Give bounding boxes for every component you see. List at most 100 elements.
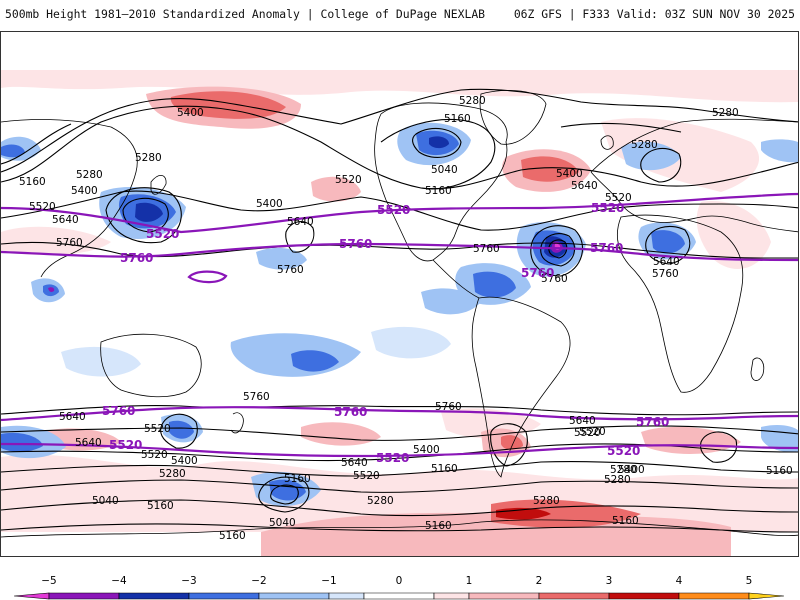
- highlight-label: 5520: [109, 438, 142, 452]
- contour-label: 5400: [71, 185, 98, 197]
- contour-5520-south: [1, 443, 798, 462]
- contour-north-africa-low: [645, 225, 691, 265]
- contour-label: 5160: [425, 520, 452, 532]
- north-africa-strong-negative: [651, 230, 685, 254]
- purple-5760-closed: [187, 270, 228, 284]
- colorbar-tick-label: −4: [111, 575, 127, 587]
- pacific-negative-cell: [256, 247, 307, 270]
- purple-5760-south: [1, 406, 798, 422]
- contour-label: 5040: [92, 495, 119, 507]
- north-atlantic-strong-positive: [521, 156, 579, 182]
- contour-label: 5640: [653, 256, 680, 268]
- contour-label: 5760: [541, 273, 568, 285]
- contour-label: 5400: [556, 168, 583, 180]
- anomaly-shading: [1, 70, 798, 556]
- uk-coast: [600, 135, 614, 150]
- contour-label: 5400: [177, 107, 204, 119]
- highlight-label: 5760: [120, 251, 153, 265]
- colorbar-bin: [48, 592, 120, 600]
- purple-5520-north: [1, 192, 798, 234]
- colorbar-tick-label: −2: [251, 575, 266, 587]
- contour-label: 5640: [52, 214, 79, 226]
- contour-label: 5280: [604, 474, 631, 486]
- highlight-label: 5520: [146, 227, 179, 241]
- contour-label: 5280: [159, 468, 186, 480]
- mideast-positive: [696, 201, 771, 269]
- positive-anomaly-band-north: [1, 70, 798, 103]
- highlight-label: 5760: [102, 404, 135, 418]
- asia-positive-cell: [1, 226, 111, 255]
- contour-label: 5160: [612, 515, 639, 527]
- siberia-negative-east: [761, 139, 798, 163]
- contour-label: 5280: [459, 95, 486, 107]
- contour-labels: 5400 5280 5160 5040 5280 5160 5280 5400 …: [19, 95, 793, 542]
- contour-5160-north: [1, 118, 682, 190]
- north-pacific-strong-positive: [170, 91, 286, 119]
- colorbar-bin: [188, 592, 260, 600]
- contour-label: 5160: [19, 176, 46, 188]
- contour-atlantic-low-inner: [548, 239, 568, 259]
- contour-label: 5280: [533, 495, 560, 507]
- colorbar-tick-label: 5: [746, 575, 753, 587]
- contour-label: 5640: [287, 216, 314, 228]
- contour-5400-north: [1, 105, 798, 190]
- contour-label: 5520: [605, 192, 632, 204]
- colorbar-tick-label: 0: [396, 575, 403, 587]
- south-america-coast: [471, 296, 571, 478]
- highlight-contours: [1, 192, 798, 458]
- contour-label: 5400: [256, 198, 283, 210]
- contour-label: 5280: [76, 169, 103, 181]
- highlight-label: 5760: [334, 405, 367, 419]
- tasman-strong-negative: [169, 420, 194, 439]
- highlight-label: 5520: [376, 451, 409, 465]
- central-america-coast: [432, 259, 480, 299]
- colorbar-bin: [118, 592, 190, 600]
- contour-label: 5160: [219, 530, 246, 542]
- africa-coast: [617, 214, 744, 393]
- highlight-label: 5760: [521, 266, 554, 280]
- highlight-label: 5520: [377, 203, 410, 217]
- contour-europe-trough: [640, 147, 682, 183]
- contour-label: 5760: [243, 391, 270, 403]
- south-america-strong-positive: [501, 435, 523, 450]
- contour-label: 5280: [135, 152, 162, 164]
- contour-label: 5640: [59, 411, 86, 423]
- contour-atlantic-low-middle: [540, 233, 576, 267]
- colorbar-bin: [748, 592, 785, 600]
- colorbar-tick-label: −1: [321, 575, 336, 587]
- caribbean-strong-negative: [473, 271, 516, 298]
- contour-south-pacific-low-inner: [270, 484, 299, 505]
- contour-label: 5640: [341, 457, 368, 469]
- purple-5520-south: [1, 442, 798, 458]
- colorbar-bin: [328, 592, 365, 600]
- contour-5040-south: [1, 523, 798, 533]
- north-america-coast: [374, 102, 508, 262]
- contour-5040-north-canada: [412, 127, 462, 158]
- south-atlantic-positive: [441, 408, 541, 439]
- japan-coast: [150, 175, 167, 195]
- highlight-label: 5760: [636, 415, 669, 429]
- contour-label: 5400: [171, 455, 198, 467]
- highlight-label: 5520: [591, 201, 624, 215]
- greenland-coast: [479, 89, 547, 145]
- colorbar-bin: [468, 592, 540, 600]
- contour-label: 5640: [75, 437, 102, 449]
- contour-label: 5160: [147, 500, 174, 512]
- contour-label: 5160: [444, 113, 471, 125]
- colorbar-tick-label: 2: [536, 575, 543, 587]
- highlight-label: 5760: [590, 241, 623, 255]
- contour-5160-south: [1, 499, 798, 517]
- south-indian-strong-west: [1, 432, 43, 452]
- title-bar: 500mb Height 1981–2010 Standardized Anom…: [0, 0, 800, 26]
- contour-label: 5280: [712, 107, 739, 119]
- contour-label: 5280: [367, 495, 394, 507]
- contour-label: 5160: [431, 463, 458, 475]
- south-pacific-strong-negative: [269, 479, 306, 501]
- colorbar-bin: [363, 592, 435, 600]
- antarctic-strong-positive: [491, 499, 641, 528]
- contour-5280-south: [1, 479, 798, 493]
- height-contours: [1, 88, 798, 533]
- contour-label: 5640: [569, 415, 596, 427]
- contour-label: 5760: [56, 237, 83, 249]
- pacific-positive-cell: [311, 176, 361, 202]
